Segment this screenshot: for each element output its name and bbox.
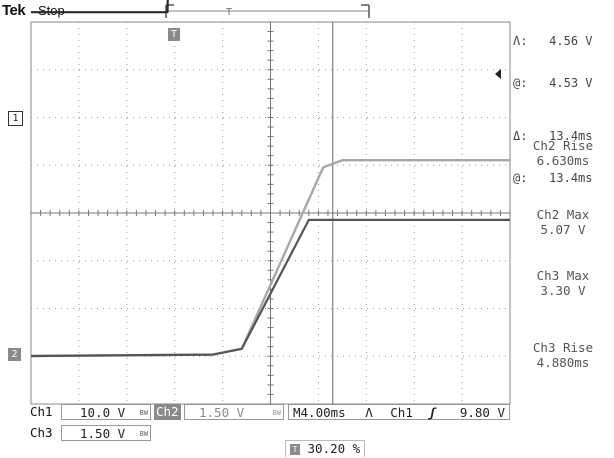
v-cursor-value: 4.56 V xyxy=(549,34,593,48)
brand-logo: Tek xyxy=(2,2,26,19)
v-at-value: 4.53 V xyxy=(549,76,593,90)
ch2-scale-box[interactable]: 1.50 V BW xyxy=(184,404,284,420)
acquisition-status: Stop xyxy=(38,3,65,18)
trigger-position-readout[interactable]: T 30.20 % xyxy=(285,440,366,457)
ch2-scale: 1.50 V xyxy=(199,405,245,420)
ch3-scale: 1.50 V xyxy=(80,426,126,441)
ch1-ground-marker[interactable]: 1 xyxy=(8,111,23,126)
delta-label: Δ: xyxy=(513,129,528,143)
ch3-bw-mark: BW xyxy=(139,430,148,438)
ch2-bw-mark: BW xyxy=(272,409,281,417)
measurement-value: 3.30 V xyxy=(540,283,586,298)
measurement-name: Ch2 Max xyxy=(536,207,590,222)
measurement-name: Ch3 Rise xyxy=(532,340,594,355)
measurement-name: Ch3 Max xyxy=(536,268,590,283)
v-at-label: @: xyxy=(513,76,528,90)
record-trigger-icon: T xyxy=(226,7,232,18)
v-cursor-label: Λ: xyxy=(513,34,528,48)
timebase-label: M xyxy=(293,405,301,420)
ch2-label[interactable]: Ch2 xyxy=(154,404,181,420)
measurement-value: 4.880ms xyxy=(536,355,590,370)
ch1-label: Ch1 xyxy=(30,404,53,419)
delta-value: 13.4ms xyxy=(549,129,593,143)
timebase-trigger-box[interactable]: M4.00ms Λ Ch1 ʃ 9.80 V xyxy=(288,404,510,420)
trigger-position-icon: T xyxy=(290,444,300,455)
measurement-ch2-max[interactable]: Ch2 Max 5.07 V xyxy=(518,207,608,237)
measurement-value: 6.630ms xyxy=(536,153,590,168)
trigger-level: 9.80 V xyxy=(459,405,505,420)
trigger-slope-icon: ʃ xyxy=(428,405,436,420)
measurement-ch3-max[interactable]: Ch3 Max 3.30 V xyxy=(518,268,608,298)
t-at-value: 13.4ms xyxy=(549,171,593,185)
ch2-ground-marker[interactable]: 2 xyxy=(8,348,21,361)
ch3-scale-box[interactable]: 1.50 V BW xyxy=(61,425,151,441)
ch3-label: Ch3 xyxy=(30,425,53,440)
measurement-ch2-rise[interactable]: Ch2 Rise 6.630ms xyxy=(518,138,608,168)
t-at-label: @: xyxy=(513,171,528,185)
ch1-bw-mark: BW xyxy=(139,409,148,417)
ch1-scale-box[interactable]: 10.0 V BW xyxy=(61,404,151,420)
cursor-readout: Λ: 4.56 V @: 4.53 V Δ: 13.4ms @: 13.4ms xyxy=(513,6,593,199)
measurement-value: 5.07 V xyxy=(540,222,586,237)
ch3-trace xyxy=(30,218,510,358)
trigger-position-value: 30.20 % xyxy=(307,441,361,456)
ch1-trace xyxy=(31,0,169,14)
trigger-position-marker[interactable]: T xyxy=(168,28,180,41)
measurement-ch3-rise[interactable]: Ch3 Rise 4.880ms xyxy=(518,340,608,370)
trigger-edge-icon: Λ xyxy=(365,405,373,420)
trigger-source: Ch1 xyxy=(390,405,413,420)
trigger-level-icon[interactable] xyxy=(494,69,502,79)
ch1-scale: 10.0 V xyxy=(80,405,126,420)
timebase-value: 4.00ms xyxy=(300,405,346,420)
measurement-name: Ch2 Rise xyxy=(532,138,594,153)
